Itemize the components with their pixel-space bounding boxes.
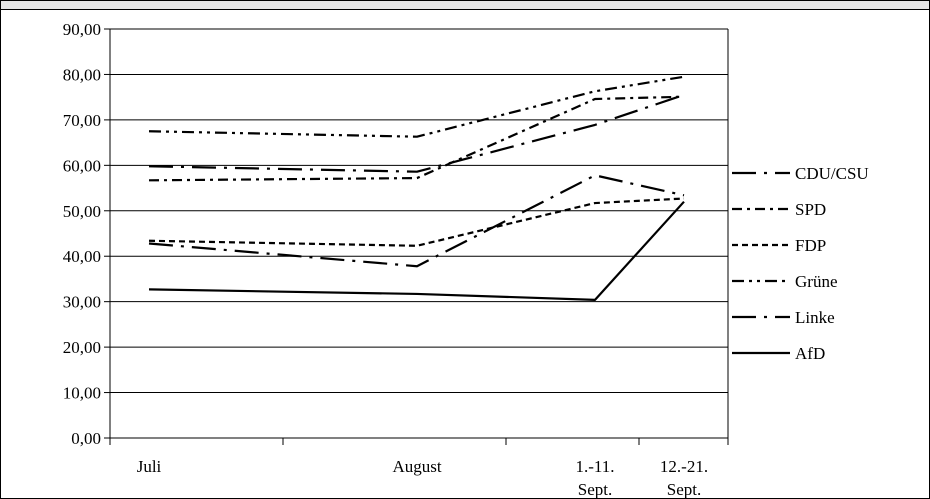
x-tick-label: Sept. (667, 480, 701, 498)
series-lines (148, 75, 685, 301)
top-strip (1, 1, 929, 10)
series-line (148, 174, 685, 268)
x-tick-label: Sept. (578, 480, 612, 498)
legend-entry: FDP (795, 236, 826, 255)
x-tick-label: August (392, 457, 441, 476)
y-tick-label: 70,00 (63, 111, 101, 130)
axes: 0,00 10,00 20,00 30,00 40,00 50,00 60,00 70,00 8… (63, 20, 729, 498)
y-tick-label: 20,00 (63, 338, 101, 357)
legend-entry: Grüne (795, 272, 837, 291)
series-line (148, 95, 685, 182)
legend-entry: AfD (795, 344, 825, 363)
y-tick-label: 10,00 (63, 384, 101, 403)
legend-entry: Linke (795, 308, 835, 327)
legend-entry: CDU/CSU (795, 164, 869, 183)
grid-lines (110, 28, 728, 394)
x-tick-label: Juli (137, 457, 162, 476)
x-tick-label: 1.-11. (575, 457, 614, 476)
y-tick-label: 40,00 (63, 247, 101, 266)
y-tick-label: 30,00 (63, 293, 101, 312)
series-line (148, 200, 685, 301)
y-tick-label: 80,00 (63, 65, 101, 84)
legend: CDU/CSU SPD FDP Grüne Linke AfD (732, 164, 869, 363)
y-tick-label: 50,00 (63, 202, 101, 221)
series-line (148, 197, 685, 247)
y-tick-label: 60,00 (63, 156, 101, 175)
series-line (148, 93, 685, 173)
y-tick-label: 0,00 (71, 429, 101, 448)
legend-entry: SPD (795, 200, 826, 219)
y-tick-label: 90,00 (63, 20, 101, 39)
x-tick-label: 12.-21. (660, 457, 708, 476)
series-line (148, 75, 685, 138)
